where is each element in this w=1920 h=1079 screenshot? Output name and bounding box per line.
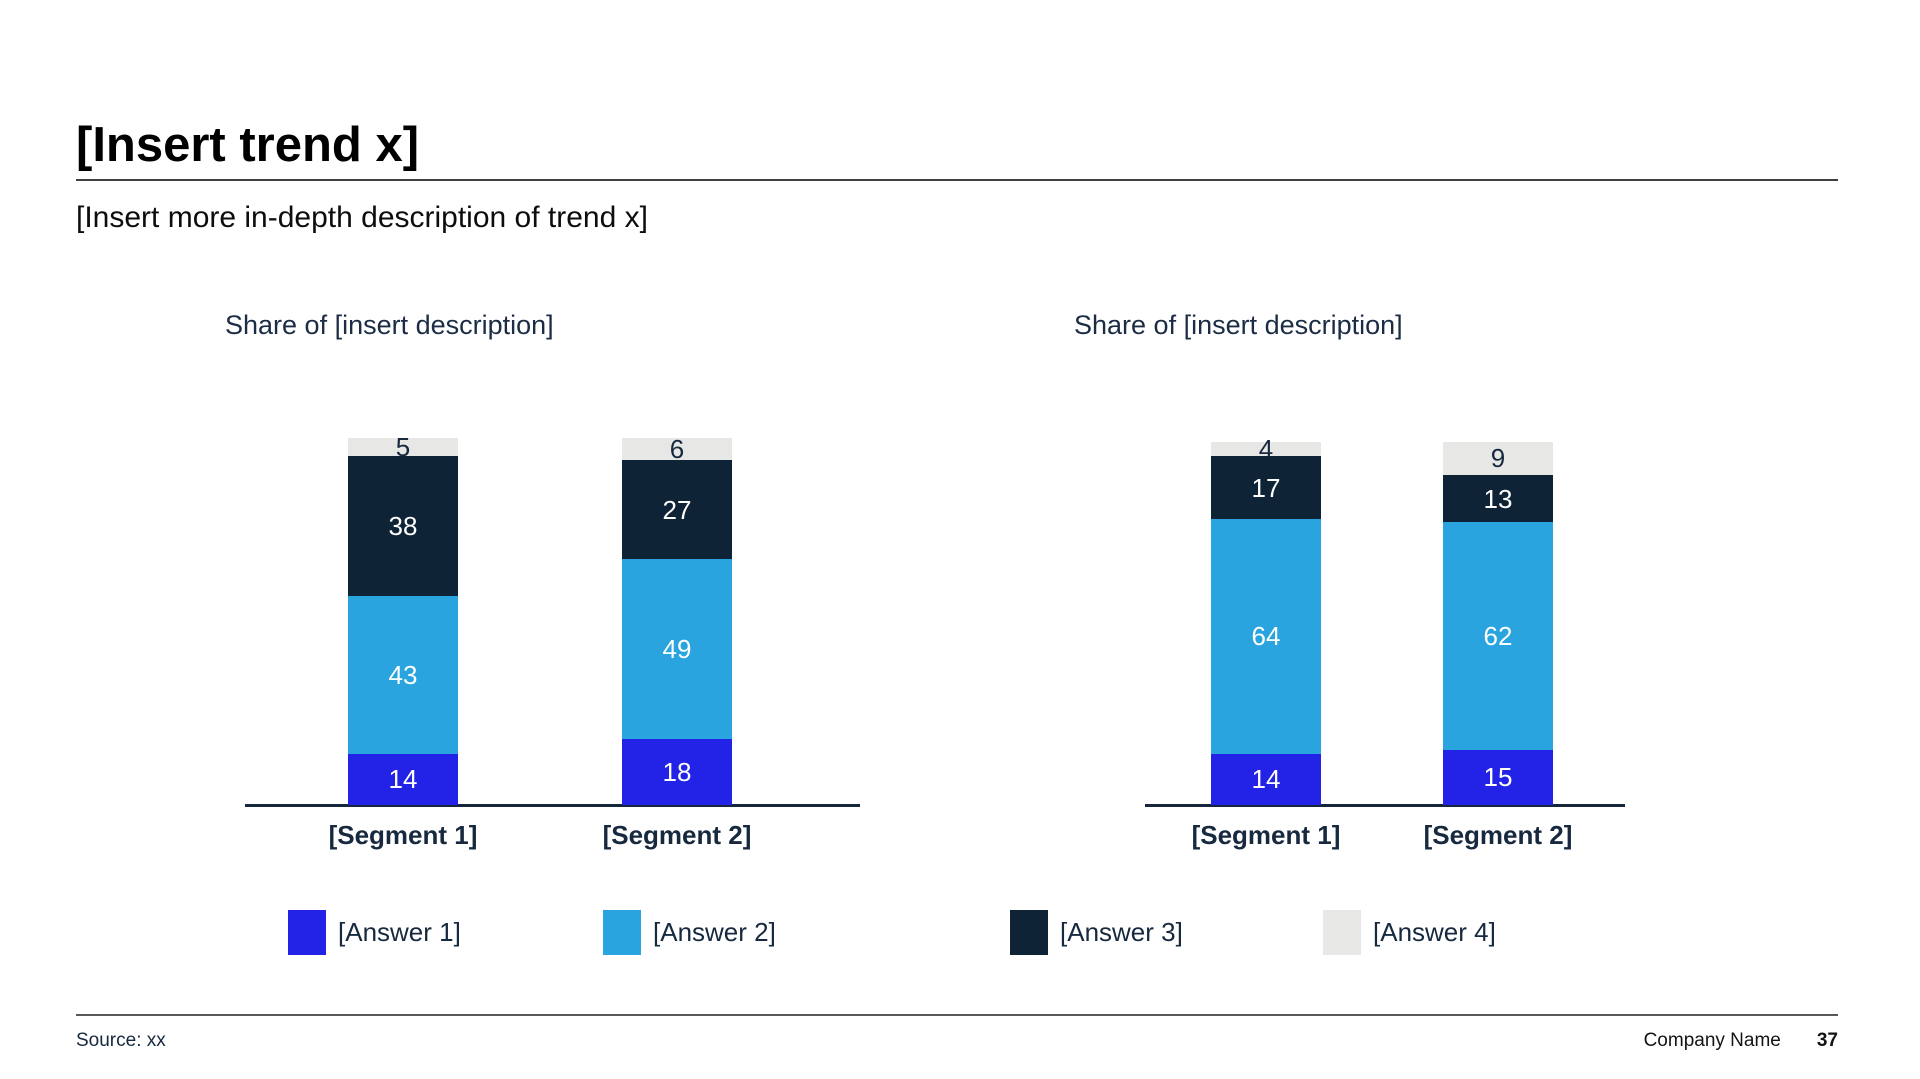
bar-segment-[Answer 1]: 18 [622,738,732,805]
segment-value-label: 15 [1483,762,1513,793]
segment-value-label: 62 [1483,621,1513,652]
stacked-bar-[Segment 2]: 18 49 27 6 [622,434,732,805]
x-axis-line [245,804,860,807]
legend-label: [Answer 4] [1373,917,1496,947]
stacked-bar-[Segment 1]: 14 64 17 4 [1211,436,1321,805]
stacked-bar-chart-right: 14 64 17 4 [Segment 1] 15 62 13 9 [Segment 2] [1145,436,1625,850]
category-label: [Segment 1] [328,820,478,850]
bar-segment-[Answer 1]: 15 [1443,749,1553,805]
bar-segment-[Answer 2]: 64 [1211,518,1321,754]
bar-segment-[Answer 1]: 14 [1211,753,1321,805]
bar-segment-[Answer 3]: 27 [622,460,732,560]
bar-segment-[Answer 3]: 17 [1211,456,1321,519]
segment-value-label: 43 [388,659,418,690]
segment-value-label: 5 [395,432,411,463]
stacked-bar-chart-left: 14 43 38 5 [Segment 1] 18 49 27 6 [Segment 2] [245,434,860,850]
segment-value-label: 64 [1251,621,1281,652]
legend-item-[Answer 1]: [Answer 1] [288,910,461,955]
bar-segment-[Answer 1]: 14 [348,753,458,805]
footer-page-number: 37 [1816,1030,1838,1051]
legend-item-[Answer 3]: [Answer 3] [1010,910,1183,955]
footer-right-group: Company Name 37 [1644,1030,1838,1052]
category-label: [Segment 1] [1191,820,1341,850]
stacked-bar-[Segment 2]: 15 62 13 9 [1443,441,1553,805]
segment-value-label: 14 [1251,764,1281,795]
bar-segment-[Answer 2]: 62 [1443,522,1553,750]
legend-label: [Answer 2] [653,917,776,947]
segment-value-label: 13 [1483,483,1513,514]
legend-item-[Answer 2]: [Answer 2] [603,910,776,955]
bar-segment-[Answer 2]: 49 [622,559,732,739]
x-axis-line [1145,804,1625,807]
footer-divider [76,1014,1838,1016]
bar-segment-[Answer 4]: 5 [348,434,458,460]
bar-segment-[Answer 3]: 38 [348,456,458,596]
segment-value-label: 6 [669,434,685,465]
legend-swatch-icon [288,910,326,955]
category-label: [Segment 2] [1423,820,1573,850]
stacked-bar-[Segment 1]: 14 43 38 5 [348,434,458,805]
segment-value-label: 17 [1251,472,1281,503]
legend-label: [Answer 3] [1060,917,1183,947]
legend-item-[Answer 4]: [Answer 4] [1323,910,1496,955]
legend-swatch-icon [603,910,641,955]
bar-segment-[Answer 4]: 9 [1443,441,1553,475]
legend-label: [Answer 1] [338,917,461,947]
chart-title-right: Share of [insert description] [1074,310,1403,340]
bar-segment-[Answer 4]: 4 [1211,436,1321,462]
legend-swatch-icon [1323,910,1361,955]
footer-company-name: Company Name [1643,1030,1781,1051]
segment-value-label: 18 [662,756,692,787]
chart-title-left: Share of [insert description] [225,310,554,340]
segment-value-label: 49 [662,634,692,665]
title-divider [76,179,1838,181]
segment-value-label: 14 [388,764,418,795]
category-label: [Segment 2] [602,820,752,850]
bar-segment-[Answer 4]: 6 [622,434,732,465]
legend-swatch-icon [1010,910,1048,955]
bar-segment-[Answer 2]: 43 [348,595,458,754]
page-subtitle: [Insert more in-depth description of tre… [76,201,648,234]
bar-segment-[Answer 3]: 13 [1443,474,1553,523]
footer-source: Source: xx [76,1030,166,1051]
segment-value-label: 38 [388,511,418,542]
segment-value-label: 9 [1490,443,1506,474]
segment-value-label: 4 [1258,434,1274,465]
segment-value-label: 27 [662,494,692,525]
page-title: [Insert trend x] [76,117,420,172]
